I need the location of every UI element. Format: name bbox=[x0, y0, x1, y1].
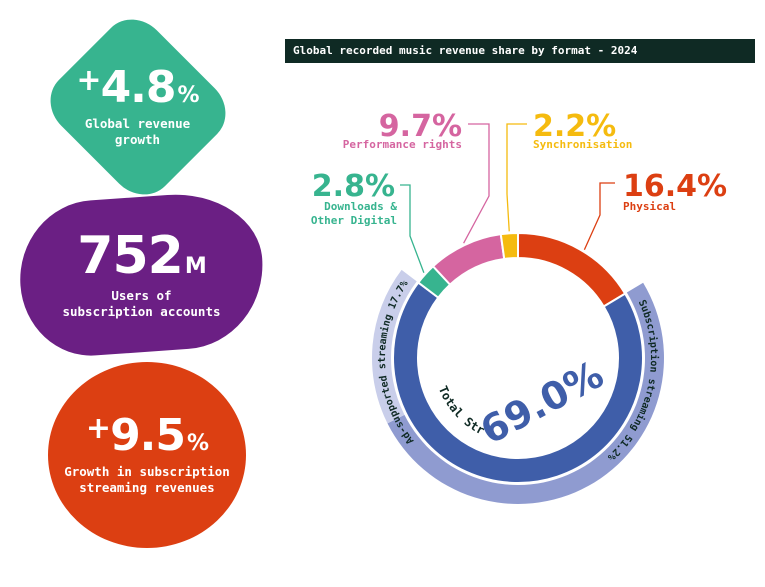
chart-title: Global recorded music revenue share by f… bbox=[285, 39, 755, 63]
slice-label: Synchronisation bbox=[533, 138, 632, 151]
donut-slices bbox=[392, 231, 644, 484]
slice-total-streaming bbox=[392, 281, 644, 484]
stat-label: Users of subscription accounts bbox=[62, 287, 221, 319]
leader-lines bbox=[400, 123, 615, 273]
slice-value: 9.7% bbox=[379, 109, 462, 144]
slice-performance-rights bbox=[431, 233, 506, 287]
stat-label: Growth in subscription streaming revenue… bbox=[64, 464, 230, 495]
leader-performance-rights bbox=[463, 123, 490, 244]
stat-value: 4.8 bbox=[100, 62, 177, 113]
leader-downloads-other-digital bbox=[400, 184, 425, 273]
stat-value: 752 bbox=[77, 225, 184, 286]
slice-value: 16.4% bbox=[623, 169, 727, 204]
stat-shape-circle bbox=[48, 362, 246, 548]
stat-unit: % bbox=[187, 431, 209, 456]
stat-subscription-growth: +9.5% Growth in subscription streaming r… bbox=[48, 362, 246, 548]
stat-label: Global revenue growth bbox=[84, 116, 191, 147]
slice-label: Physical bbox=[623, 200, 676, 213]
stat-value: 9.5 bbox=[110, 410, 186, 461]
stat-sign: + bbox=[76, 63, 101, 98]
leader-synchronisation bbox=[506, 123, 527, 232]
stat-revenue-growth: +4.8% Global revenue growth bbox=[30, 6, 245, 208]
slice-value: 2.8% bbox=[312, 169, 395, 204]
stat-subscription-users: 752M Users of subscription accounts bbox=[14, 188, 269, 361]
slice-label: Other Digital bbox=[311, 214, 397, 227]
slice-label: Performance rights bbox=[343, 138, 462, 151]
slice-synchronisation bbox=[499, 231, 519, 261]
leader-physical bbox=[583, 182, 615, 250]
slice-physical bbox=[517, 231, 627, 308]
stat-unit: M bbox=[184, 253, 207, 279]
ring-segment-subscription bbox=[387, 282, 664, 504]
streaming-breakdown-ring bbox=[372, 269, 664, 504]
slice-label: Downloads & bbox=[324, 200, 397, 213]
stat-unit: % bbox=[177, 83, 200, 108]
slice-labels: 16.4%Physical 2.8%Downloads &Other Digita… bbox=[311, 109, 727, 227]
ring-segment-ad-supported bbox=[372, 269, 417, 424]
stat-sign: + bbox=[85, 411, 111, 446]
slice-value: 2.2% bbox=[533, 109, 616, 144]
